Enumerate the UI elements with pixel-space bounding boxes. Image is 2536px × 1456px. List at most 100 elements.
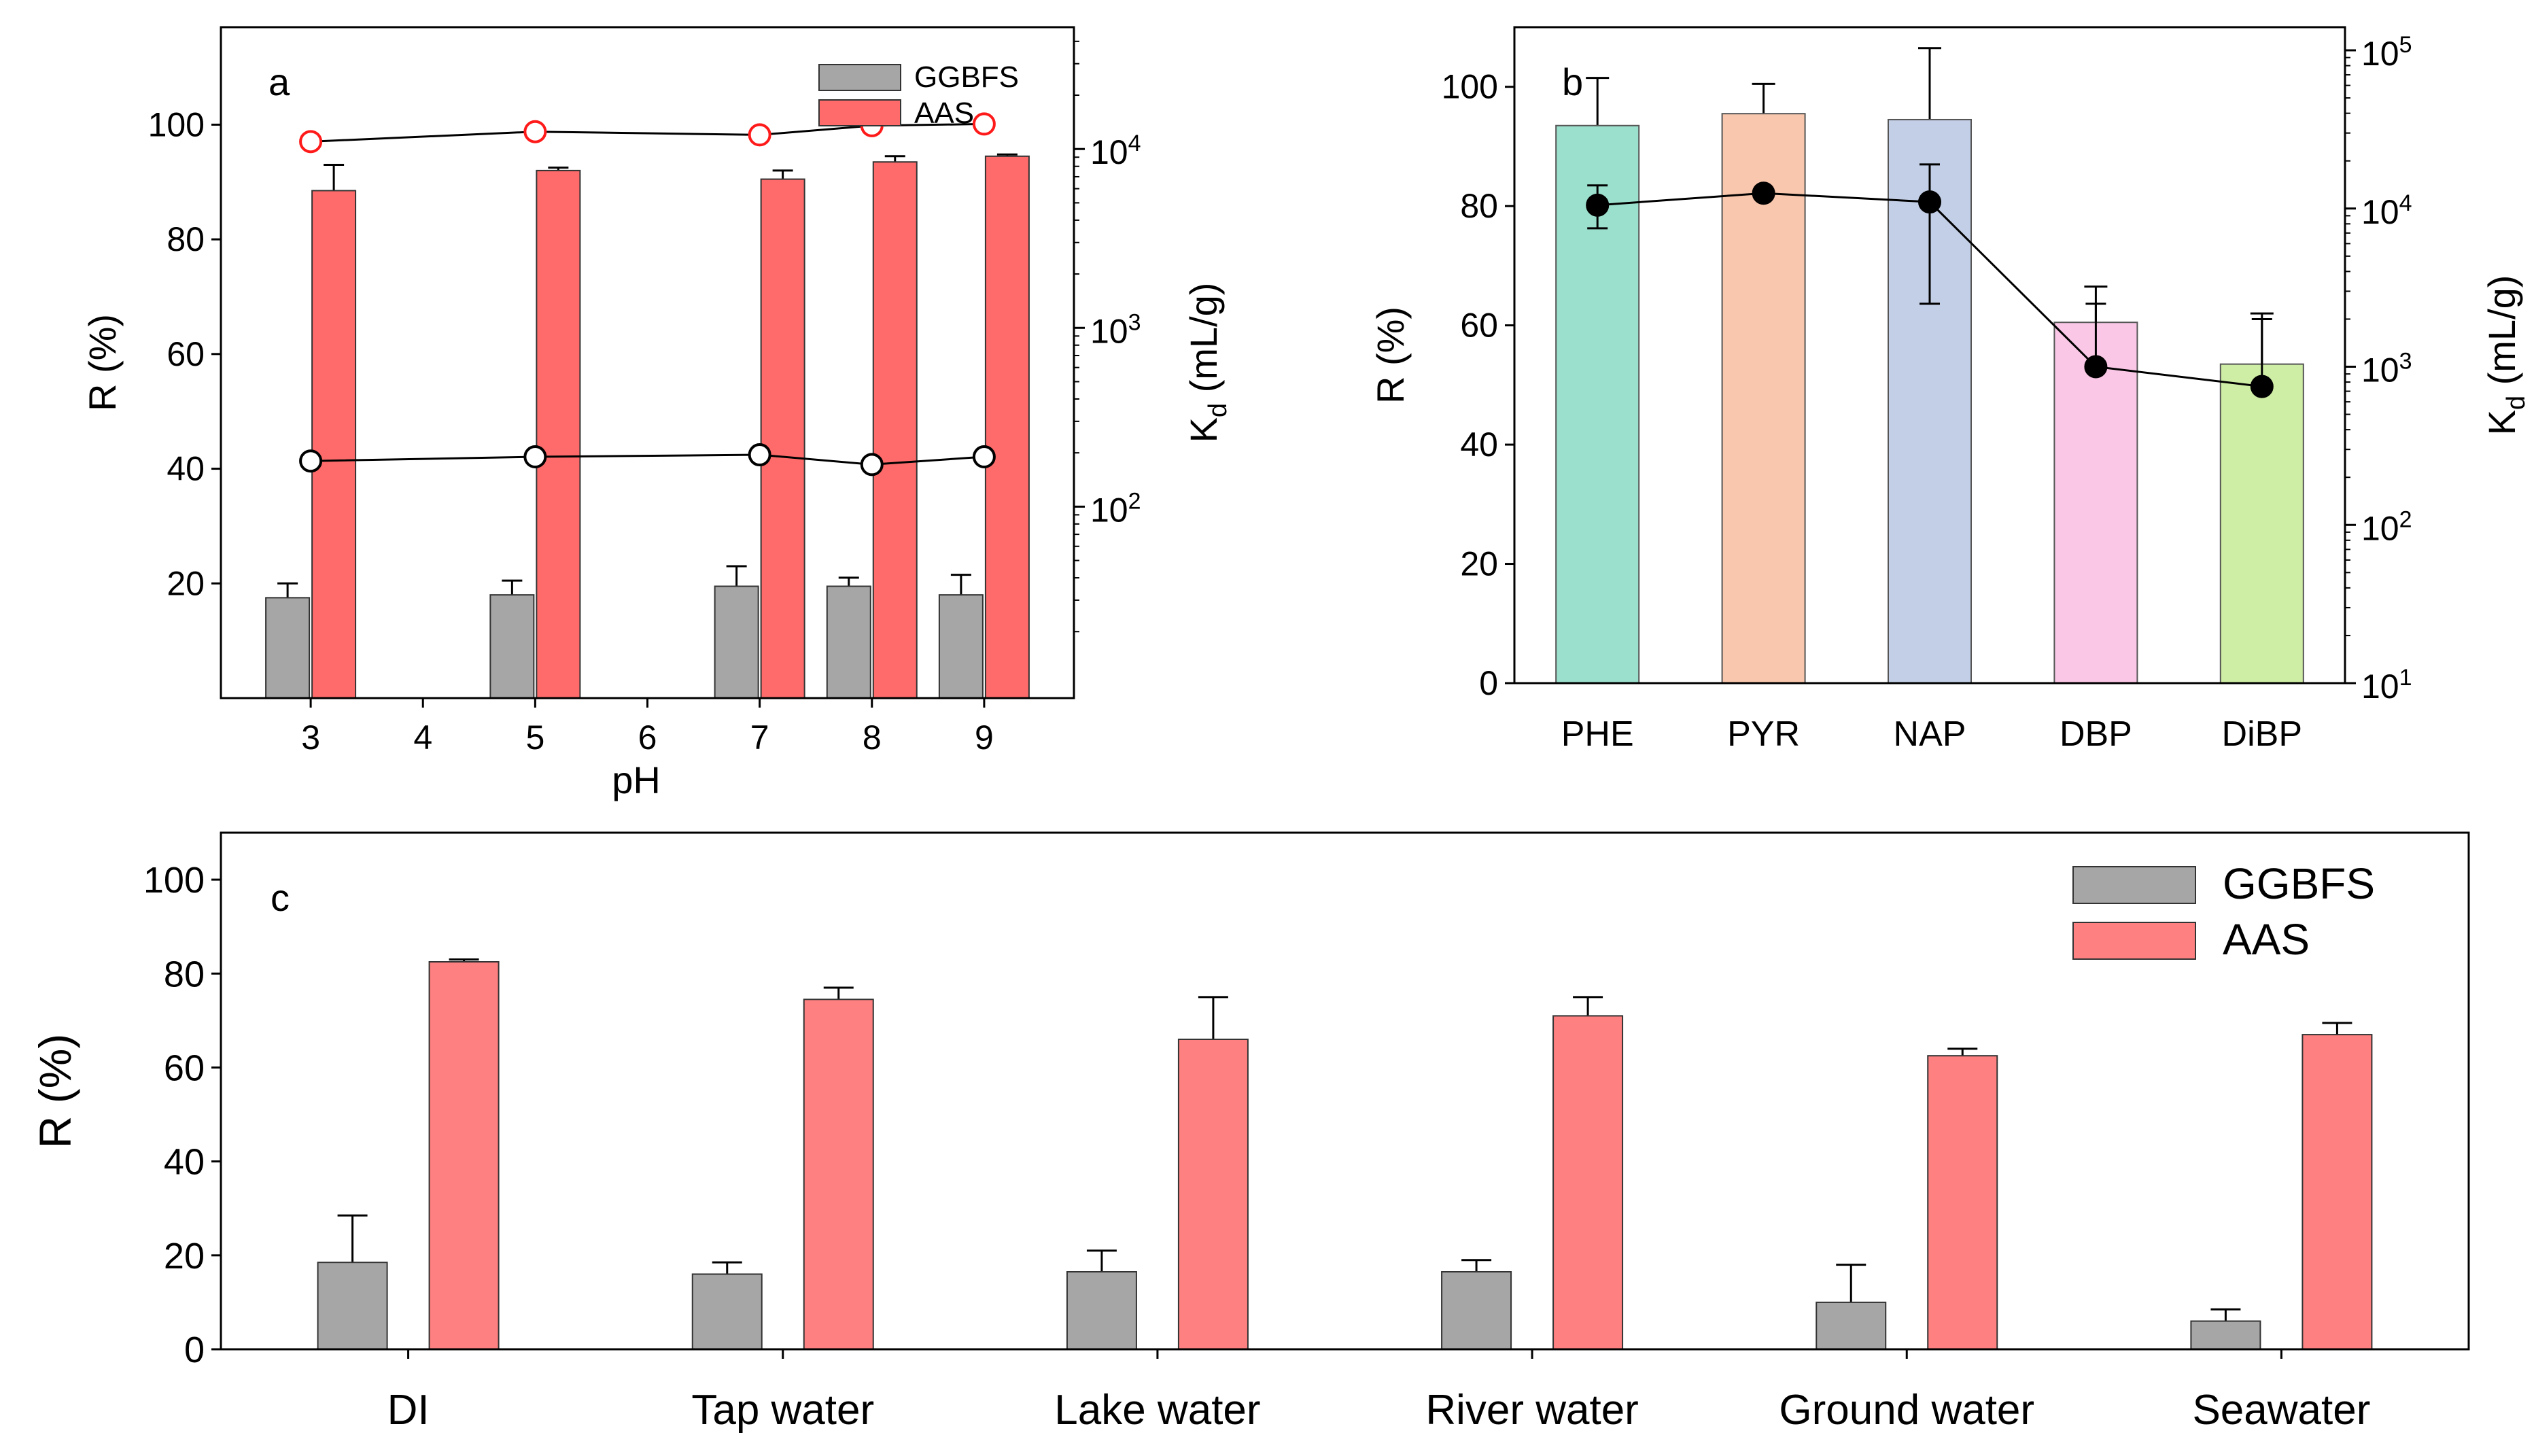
c-bar-ggbfs-1 — [691, 1273, 763, 1351]
a-legend-label-aas: AAS — [914, 97, 974, 130]
b-ytick-label-4: 80 — [1460, 187, 1498, 225]
b-y2tick-label-3-exp: 4 — [2399, 190, 2412, 216]
b-y2tick-label-0-base: 10 — [2361, 668, 2399, 706]
b-y2tick-label-4: 105 — [2361, 32, 2412, 73]
c-bar-ggbfs-3 — [1441, 1271, 1512, 1350]
a-ytick-label-3: 80 — [167, 220, 205, 258]
c-bar-aas-5 — [2301, 1034, 2373, 1351]
b-y2tick-label-4-exp: 5 — [2399, 32, 2412, 58]
c-bar-aas-4 — [1927, 1055, 1998, 1350]
c-ytick-label-5: 100 — [143, 860, 205, 901]
a-xtick-label-6: 9 — [975, 718, 994, 757]
a-bar-aas-ph7 — [760, 178, 805, 699]
a-xtick-label-1: 4 — [413, 718, 432, 757]
a-ytick-label-4: 100 — [148, 105, 205, 143]
b-y2label-k: K — [2480, 410, 2523, 435]
b-kd-point-1 — [1752, 181, 1775, 205]
a-bar-ggbfs-ph7 — [714, 585, 759, 699]
c-ytick-label-3: 60 — [164, 1047, 205, 1088]
b-bar-dbp — [2053, 322, 2138, 684]
b-y2tick-label-2: 103 — [2361, 349, 2412, 389]
b-y2tick-label-1-exp: 2 — [2399, 506, 2412, 532]
b-ytick-label-3: 60 — [1460, 307, 1498, 345]
a-xtick-label-2: 5 — [525, 718, 544, 757]
b-xtick-label-3: DBP — [2060, 714, 2132, 754]
a-y2tick-label-1-base: 10 — [1090, 312, 1128, 350]
a-y2label: Kd (mL/g) — [1182, 283, 1232, 443]
a-bar-ggbfs-ph3 — [265, 597, 311, 699]
c-ytick-label-1: 20 — [164, 1236, 205, 1277]
a-kd-point-0-4 — [972, 445, 996, 469]
b-panel-label: b — [1562, 60, 1583, 103]
a-bar-ggbfs-ph9 — [938, 594, 984, 699]
b-ytick-label-0: 0 — [1479, 664, 1498, 702]
b-y2tick-label-0: 101 — [2361, 665, 2412, 706]
a-xtick-label-0: 3 — [301, 718, 320, 757]
a-ytick-label-2: 60 — [167, 335, 205, 373]
c-xtick-label-0: DI — [387, 1387, 430, 1434]
a-y2tick-label-2: 104 — [1090, 131, 1141, 171]
b-kd-point-3 — [2084, 355, 2108, 379]
b-xtick-label-4: DiBP — [2222, 714, 2302, 754]
c-bar-aas-3 — [1552, 1015, 1624, 1351]
a-panel-label: a — [268, 60, 290, 103]
a-ylabel: R (%) — [81, 314, 124, 411]
b-xtick-label-0: PHE — [1561, 714, 1634, 754]
b-y2tick-label-1-base: 10 — [2361, 509, 2399, 547]
a-kd-point-1-2 — [748, 123, 771, 147]
b-ytick-label-1: 20 — [1460, 545, 1498, 583]
b-y2tick-label-4-base: 10 — [2361, 35, 2399, 73]
c-ytick-label-4: 80 — [164, 954, 205, 994]
c-xtick-label-1: Tap water — [691, 1387, 874, 1434]
a-legend-label-ggbfs: GGBFS — [914, 60, 1019, 94]
c-legend-swatch-ggbfs — [2072, 866, 2196, 904]
a-xtick-label-4: 7 — [750, 718, 769, 757]
a-kd-point-0-2 — [748, 443, 771, 467]
a-bar-aas-ph9 — [984, 155, 1030, 699]
b-kd-point-0 — [1586, 193, 1610, 217]
b-kd-point-4 — [2250, 375, 2274, 398]
a-bar-ggbfs-ph8 — [826, 585, 871, 699]
a-y2label-unit: (mL/g) — [1182, 283, 1225, 403]
b-ytick-label-5: 100 — [1442, 68, 1498, 106]
c-panel-label: c — [271, 876, 290, 919]
a-legend-swatch-ggbfs — [818, 64, 901, 91]
b-xtick-label-2: NAP — [1894, 714, 1966, 754]
a-y2label-k: K — [1182, 417, 1225, 443]
c-ylabel: R (%) — [30, 1034, 80, 1149]
a-ytick-label-1: 40 — [167, 450, 205, 488]
a-legend-swatch-aas — [818, 99, 901, 126]
a-bar-aas-ph5 — [536, 169, 581, 699]
b-y2label: Kd (mL/g) — [2480, 275, 2531, 436]
b-y2tick-label-3-base: 10 — [2361, 193, 2399, 231]
c-legend-label-aas: AAS — [2223, 915, 2310, 964]
a-kd-point-0-3 — [860, 453, 884, 476]
b-y2label-sub: d — [2502, 396, 2531, 410]
c-bar-ggbfs-5 — [2190, 1320, 2261, 1350]
c-bar-aas-1 — [803, 999, 874, 1350]
c-bar-ggbfs-2 — [1066, 1271, 1137, 1350]
panel-b: PHE PYR NAP DBP DiBP020406080100101102103104… — [1369, 26, 2531, 754]
a-y2tick-label-1: 103 — [1090, 309, 1141, 350]
a-y2tick-label-2-exp: 4 — [1128, 131, 1141, 156]
c-legend-swatch-aas — [2072, 922, 2196, 960]
c-xtick-label-4: Ground water — [1779, 1387, 2034, 1434]
b-y2label-unit: (mL/g) — [2480, 275, 2523, 396]
a-kd-point-1-0 — [299, 130, 323, 154]
c-plot-frame — [220, 831, 2470, 1351]
b-y2tick-label-2-base: 10 — [2361, 351, 2399, 389]
c-bar-ggbfs-0 — [317, 1262, 388, 1350]
a-y2tick-label-0-base: 10 — [1090, 491, 1128, 529]
a-bar-aas-ph8 — [872, 161, 918, 699]
a-y2tick-label-0-exp: 2 — [1128, 488, 1141, 514]
b-y2tick-label-1: 102 — [2361, 506, 2412, 547]
a-kd-point-0-0 — [299, 449, 323, 473]
a-kd-point-1-1 — [523, 120, 547, 143]
b-ylabel: R (%) — [1369, 307, 1412, 404]
b-kd-point-2 — [1918, 190, 1941, 214]
b-plot-frame — [1513, 26, 2346, 684]
a-ytick-label-0: 20 — [167, 564, 205, 602]
b-y2tick-label-3: 104 — [2361, 190, 2412, 231]
